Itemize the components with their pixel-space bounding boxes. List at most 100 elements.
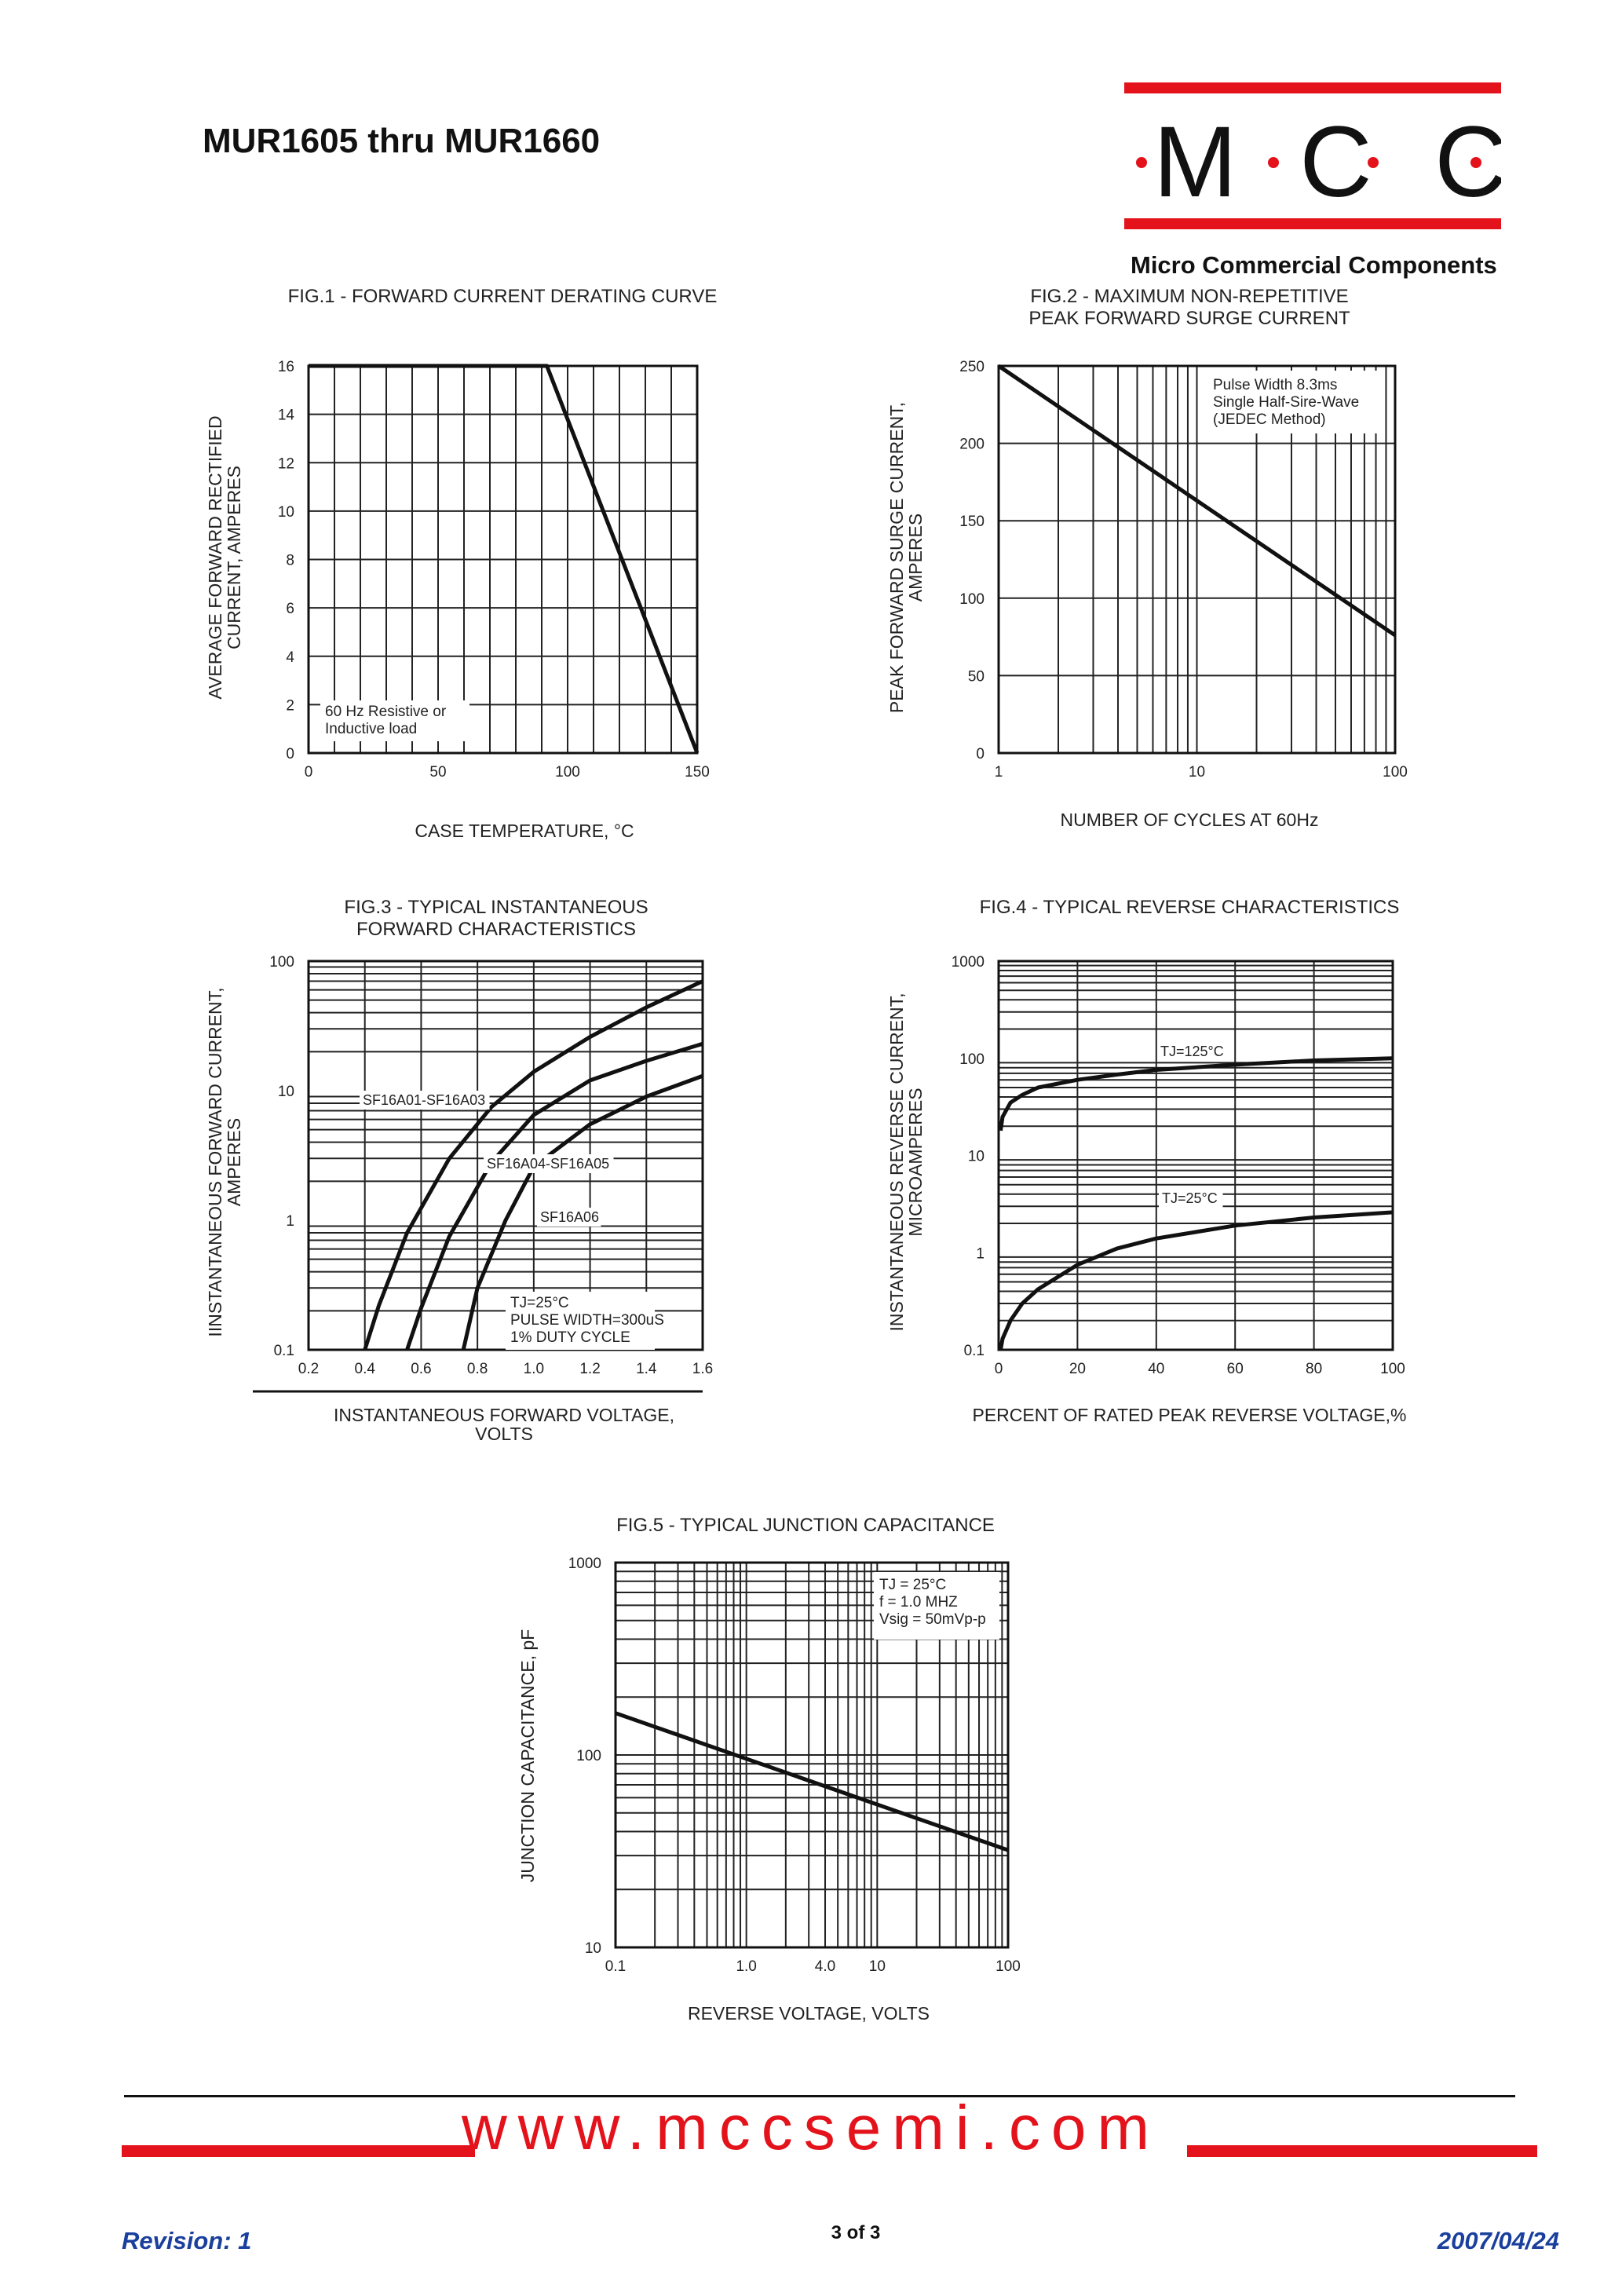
fig3-x-tick-label: 1.4 — [636, 1361, 657, 1377]
fig2-series-line — [997, 364, 1397, 638]
fig2-y-tick-label: 0 — [976, 746, 985, 762]
fig4-series-label: TJ=125°C — [1160, 1044, 1224, 1059]
fig4-y-tick-label: 100 — [959, 1051, 985, 1068]
fig2-annotation-text: Single Half-Sire-Wave — [1213, 394, 1359, 411]
fig5-plot-frame — [614, 1561, 1010, 1949]
fig3-series-label: SF16A04-SF16A05 — [487, 1156, 609, 1172]
revision-date: 2007/04/24 — [1437, 2227, 1559, 2254]
fig5-x-tick-label: 100 — [995, 1958, 1021, 1975]
fig5-x-tick-label: 1.0 — [736, 1958, 756, 1975]
fig5-y-tick-label: 10 — [585, 1940, 601, 1957]
fig4-y-axis-label: INSTANTANEOUS REVERSE CURRENT, — [886, 993, 907, 1331]
fig4-chart: FIG.4 - TYPICAL REVERSE CHARACTERISTICS 0… — [886, 897, 1406, 1425]
fig5-annotation-text: TJ = 25°C — [879, 1577, 946, 1593]
fig3-series-label-bg — [484, 1154, 614, 1173]
fig5-y-tick-label: 1000 — [568, 1556, 601, 1572]
fig2-x-tick-label: 10 — [1189, 764, 1205, 781]
fig4-x-tick-label: 0 — [995, 1361, 1003, 1377]
logo-text: M C C — [1153, 106, 1501, 218]
fig3-x-tick-label: 0.6 — [411, 1361, 431, 1377]
fig5-annotation-bg — [874, 1572, 999, 1640]
website-suffix: .com — [980, 2093, 1161, 2163]
fig1-y-axis-label: CURRENT, AMPERES — [224, 466, 244, 649]
fig4-x-tick-label: 40 — [1148, 1361, 1164, 1377]
fig2-y-tick-label: 50 — [968, 668, 985, 685]
fig5-y-axis-label: JUNCTION CAPACITANCE, pF — [517, 1629, 538, 1882]
logo-dot — [1368, 157, 1379, 168]
fig2-plot-frame — [997, 364, 1397, 755]
fig3-annotation-text: PULSE WIDTH=300uS — [510, 1312, 664, 1329]
fig1-x-tick-label: 0 — [305, 764, 313, 781]
fig2-x-axis-label: NUMBER OF CYCLES AT 60Hz — [1061, 810, 1319, 830]
fig3-x-tick-label: 0.2 — [298, 1361, 319, 1377]
fig3-series-line — [405, 1041, 703, 1351]
fig3-x-tick-label: 1.0 — [524, 1361, 544, 1377]
fig3-series-line — [363, 979, 704, 1351]
fig2-x-tick-label: 100 — [1383, 764, 1408, 781]
fig1-y-axis-label: AVERAGE FORWARD RECTIFIED — [205, 415, 225, 699]
fig1-chart: FIG.1 - FORWARD CURRENT DERATING CURVE 0 5… — [205, 286, 717, 841]
website-url[interactable]: www.mccsemi.com — [0, 2092, 1622, 2164]
fig1-y-tick-label: 14 — [278, 408, 295, 424]
fig3-title: FORWARD CHARACTERISTICS — [356, 919, 636, 940]
fig4-x-tick-label: 100 — [1380, 1361, 1405, 1377]
fig3-x-tick-label: 0.4 — [355, 1361, 376, 1377]
fig1-annotation-text: Inductive load — [325, 721, 417, 737]
fig3-y-tick-label: 10 — [278, 1084, 294, 1100]
fig1-x-tick-label: 150 — [685, 764, 710, 781]
fig2-y-axis-label: PEAK FORWARD SURGE CURRENT, — [886, 402, 907, 713]
website-prefix: www.mccsemi — [461, 2093, 981, 2163]
mcc-logo: M C C TM — [1124, 82, 1501, 229]
fig3-y-tick-label: 0.1 — [274, 1343, 294, 1359]
fig4-series-line — [999, 1056, 1394, 1132]
fig3-y-axis-label: AMPERES — [224, 1118, 244, 1206]
fig3-x-axis-label: VOLTS — [475, 1424, 533, 1444]
fig3-x-tick-label: 1.6 — [692, 1361, 713, 1377]
fig5-title: FIG.5 - TYPICAL JUNCTION CAPACITANCE — [616, 1515, 995, 1536]
fig5-x-axis-label: REVERSE VOLTAGE, VOLTS — [688, 2003, 930, 2024]
fig4-title: FIG.4 - TYPICAL REVERSE CHARACTERISTICS — [980, 897, 1400, 918]
fig2-y-tick-label: 100 — [959, 591, 985, 608]
fig1-x-axis-label: CASE TEMPERATURE, °C — [415, 821, 634, 841]
logo-dot — [1268, 157, 1279, 168]
fig5-x-tick-label: 10 — [869, 1958, 886, 1975]
fig2-y-tick-label: 200 — [959, 437, 985, 453]
fig2-annotation-text: (JEDEC Method) — [1213, 411, 1326, 428]
fig2-title: FIG.2 - MAXIMUM NON-REPETITIVE — [1030, 286, 1348, 307]
fig4-series-label-bg — [1159, 1189, 1223, 1208]
fig4-y-tick-label: 0.1 — [964, 1343, 985, 1359]
footer-red-bar-right — [1187, 2145, 1537, 2157]
fig1-x-tick-label: 50 — [429, 764, 446, 781]
fig1-series-line — [309, 364, 700, 754]
fig2-y-tick-label: 250 — [959, 359, 985, 375]
fig4-x-tick-label: 80 — [1306, 1361, 1322, 1377]
revision-label: Revision: 1 — [122, 2227, 252, 2254]
fig1-y-tick-label: 10 — [278, 504, 294, 521]
fig3-y-axis-label: IINSTANTANEOUS FORWARD CURRENT, — [205, 987, 225, 1336]
fig3-x-tick-label: 1.2 — [579, 1361, 600, 1377]
footer-red-bar-left — [122, 2145, 475, 2157]
fig4-series-label: TJ=25°C — [1162, 1190, 1218, 1206]
fig4-x-tick-label: 20 — [1069, 1361, 1086, 1377]
fig1-x-tick-label: 100 — [555, 764, 580, 781]
fig3-y-tick-label: 1 — [286, 1213, 294, 1230]
logo-top-bar — [1124, 82, 1501, 93]
footer-divider — [124, 2095, 1515, 2097]
page-title: MUR1605 thru MUR1660 — [203, 122, 601, 160]
logo-dot — [1136, 157, 1147, 168]
fig3-annotation-text: TJ=25°C — [510, 1295, 569, 1311]
fig2-title: PEAK FORWARD SURGE CURRENT — [1028, 308, 1350, 329]
fig1-y-tick-label: 16 — [278, 359, 294, 375]
fig2-y-axis-label: AMPERES — [905, 514, 926, 601]
fig5-series-line — [615, 1711, 1009, 1852]
fig3-series-label: SF16A06 — [540, 1209, 599, 1225]
fig4-y-tick-label: 10 — [968, 1149, 985, 1165]
fig4-x-tick-label: 60 — [1227, 1361, 1244, 1377]
fig1-y-tick-label: 8 — [286, 553, 294, 569]
fig1-y-tick-label: 12 — [278, 455, 294, 472]
